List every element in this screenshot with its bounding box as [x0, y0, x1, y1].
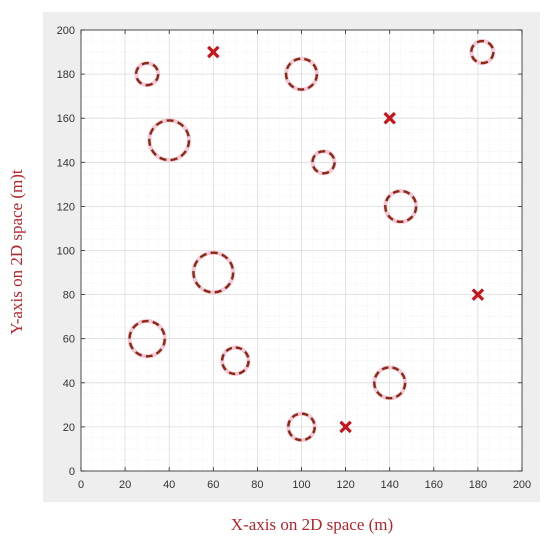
dashed-circle-marker [287, 412, 316, 442]
y-tick-label: 60 [63, 334, 75, 346]
cross-stroke [383, 111, 396, 125]
cross-marker [339, 420, 352, 434]
dashed-circle-marker [311, 150, 336, 175]
dashed-circle-marker [373, 366, 407, 400]
x-tick-label: 120 [336, 479, 354, 491]
x-tick-label: 80 [251, 479, 263, 491]
y-axis-label: Y-axis on 2D space (m)t [7, 169, 26, 335]
x-tick-label: 60 [207, 479, 219, 491]
x-axis-ticks: 0 20 40 60 80 100 120 140 160 180 200 [78, 30, 531, 491]
dashed-circle-marker [220, 346, 250, 376]
cross-stroke [207, 45, 220, 59]
cross-stroke [339, 420, 352, 434]
y-tick-label: 40 [63, 378, 75, 390]
cross-marker [471, 288, 485, 301]
dashed-circle-marker [192, 251, 235, 294]
cross-marker [207, 45, 220, 59]
x-tick-label: 200 [513, 479, 531, 491]
circle-markers [128, 39, 495, 442]
y-axis-ticks: 0 20 40 60 80 100 120 140 160 180 200 [57, 25, 522, 478]
dashed-circle-marker [384, 189, 418, 224]
dashed-circle-marker [470, 39, 495, 65]
cross-stroke [471, 288, 485, 301]
y-tick-label: 20 [63, 422, 75, 434]
dashed-circle-marker [128, 319, 166, 358]
y-tick-label: 140 [57, 157, 75, 169]
x-tick-label: 40 [163, 479, 175, 491]
dashed-circle-marker [284, 57, 319, 91]
y-tick-label: 180 [57, 69, 75, 81]
x-tick-label: 180 [469, 479, 487, 491]
y-tick-label: 0 [69, 466, 75, 478]
cross-markers [207, 45, 485, 434]
x-tick-label: 20 [119, 479, 131, 491]
x-tick-label: 140 [381, 479, 399, 491]
x-axis-label: X-axis on 2D space (m) [231, 515, 393, 534]
x-tick-label: 100 [292, 479, 310, 491]
x-tick-label: 160 [425, 479, 443, 491]
y-tick-label: 160 [57, 113, 75, 125]
dashed-circle-marker [148, 119, 191, 162]
y-tick-label: 80 [63, 290, 75, 302]
dashed-circle-marker [134, 61, 160, 87]
cross-marker [383, 111, 396, 125]
y-tick-label: 200 [57, 25, 75, 37]
x-tick-label: 0 [78, 479, 84, 491]
y-tick-label: 120 [57, 201, 75, 213]
y-tick-label: 100 [57, 246, 75, 258]
